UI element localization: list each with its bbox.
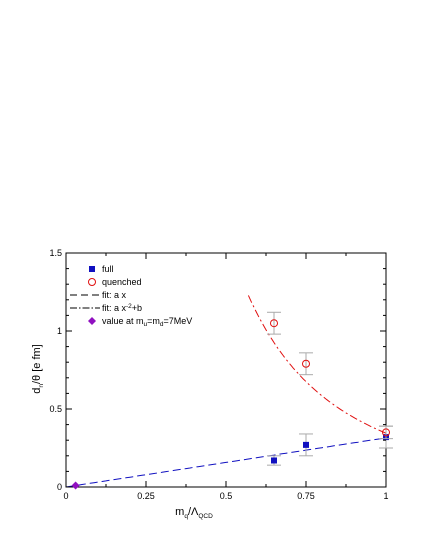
legend-marker-quenched	[88, 278, 96, 286]
legend-marker-value	[88, 317, 96, 325]
x-tick-label: 0.5	[220, 491, 233, 501]
legend-label-value: value at mu=md=7MeV	[102, 316, 192, 328]
legend-label-fit-quad: fit: a x-2+b	[102, 303, 142, 313]
legend-label-full: full	[102, 264, 114, 274]
data-point-full	[271, 457, 277, 464]
axis-ticks: 0 0.25 0.5 0.75 1 0 0.5 1 1.5	[49, 248, 388, 501]
fit-line-quadratic	[247, 295, 387, 434]
legend-label-quenched: quenched	[102, 277, 142, 287]
plot-area	[65, 252, 387, 488]
data-point-full	[303, 441, 309, 448]
plot-frame	[65, 252, 387, 488]
legend-label-fit-linear: fit: a x	[102, 290, 127, 300]
fit-curves	[65, 295, 387, 488]
data-points	[71, 311, 393, 490]
x-tick-label: 0.75	[297, 491, 315, 501]
legend-marker-full	[89, 266, 95, 272]
y-tick-label: 0	[57, 482, 62, 492]
data-point-quenched	[270, 319, 278, 328]
data-point-quenched	[382, 428, 390, 437]
x-tick-label: 0.25	[137, 491, 155, 501]
y-tick-label: 1	[57, 326, 62, 336]
y-tick-label: 0.5	[49, 404, 62, 414]
x-tick-label: 1	[383, 491, 388, 501]
x-axis-label: mq/ΛQCD	[175, 506, 213, 520]
data-point-quenched	[302, 359, 310, 368]
y-tick-label: 1.5	[49, 248, 62, 258]
legend: full quenched fit: a x fit: a x-2+b valu…	[70, 264, 192, 328]
x-tick-label: 0	[63, 491, 68, 501]
y-axis-label: dn/θ [e fm]	[31, 344, 45, 394]
fit-line-linear	[65, 437, 387, 488]
data-point-physical-value	[71, 481, 80, 490]
